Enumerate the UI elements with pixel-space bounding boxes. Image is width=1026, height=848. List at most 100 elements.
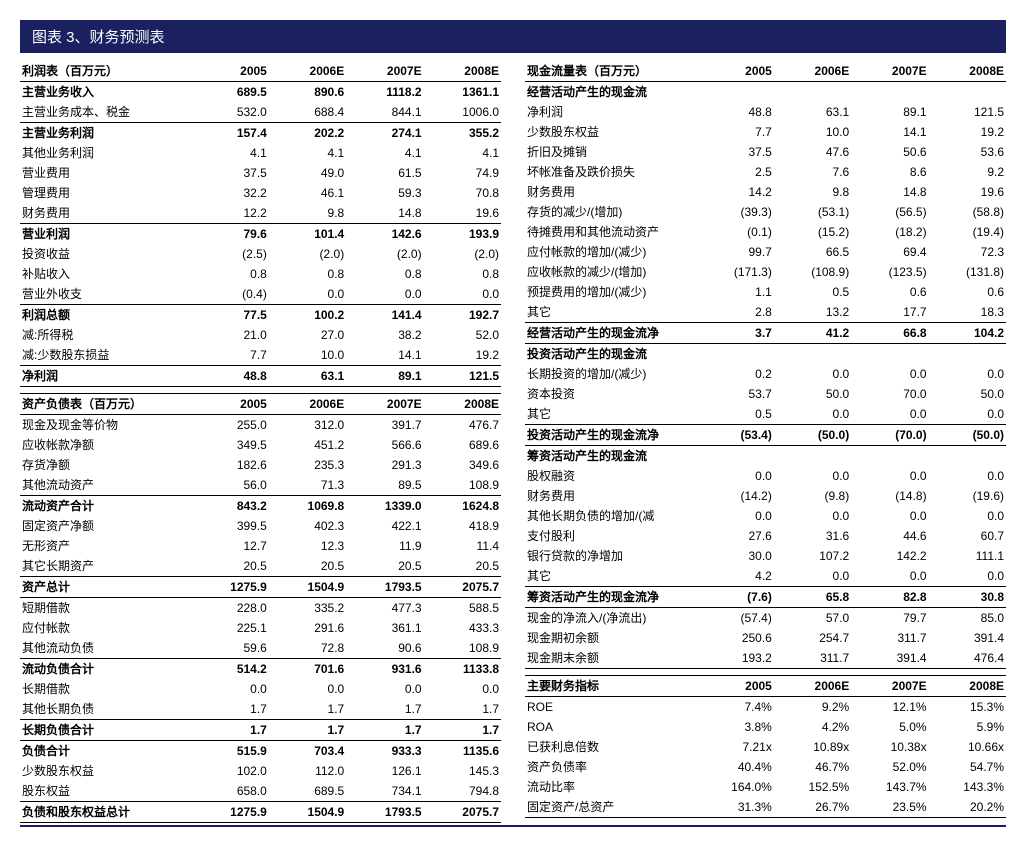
value-cell: 104.2 bbox=[929, 323, 1006, 344]
table-row: 现金期末余额193.2311.7391.4476.4 bbox=[525, 648, 1006, 669]
row-label: 固定资产/总资产 bbox=[525, 797, 696, 818]
table-row: ROA3.8%4.2%5.0%5.9% bbox=[525, 717, 1006, 737]
value-cell: 3.7 bbox=[696, 323, 773, 344]
value-cell: 399.5 bbox=[191, 516, 268, 536]
value-cell: 349.5 bbox=[191, 435, 268, 455]
row-label: 长期负债合计 bbox=[20, 720, 191, 741]
row-label: 应付帐款的增加/(减少) bbox=[525, 242, 696, 262]
row-label: 其他业务利润 bbox=[20, 143, 191, 163]
value-cell: 7.7 bbox=[696, 122, 773, 142]
table-row: 其他长期负债1.71.71.71.7 bbox=[20, 699, 501, 720]
value-cell: 476.4 bbox=[929, 648, 1006, 669]
year-header: 2006E bbox=[774, 61, 851, 82]
value-cell: 931.6 bbox=[346, 659, 423, 680]
value-cell bbox=[851, 344, 928, 365]
value-cell: 588.5 bbox=[424, 598, 501, 619]
value-cell bbox=[696, 446, 773, 467]
year-header: 2005 bbox=[696, 676, 773, 697]
row-label: 少数股东权益 bbox=[20, 761, 191, 781]
value-cell: 2.8 bbox=[696, 302, 773, 323]
row-label: 其他长期负债 bbox=[20, 699, 191, 720]
value-cell: 14.1 bbox=[346, 345, 423, 366]
value-cell: 41.2 bbox=[774, 323, 851, 344]
row-label: 主营业务收入 bbox=[20, 82, 191, 103]
value-cell: 355.2 bbox=[424, 123, 501, 144]
year-header: 2006E bbox=[269, 61, 346, 82]
row-label: 营业利润 bbox=[20, 224, 191, 245]
row-label: 应收帐款的减少/(增加) bbox=[525, 262, 696, 282]
row-label: 投资活动产生的现金流 bbox=[525, 344, 696, 365]
table-row: 净利润48.863.189.1121.5 bbox=[525, 102, 1006, 122]
value-cell bbox=[774, 344, 851, 365]
value-cell: 418.9 bbox=[424, 516, 501, 536]
value-cell: 255.0 bbox=[191, 415, 268, 436]
table-header-label: 主要财务指标 bbox=[525, 676, 696, 697]
value-cell: 79.6 bbox=[191, 224, 268, 245]
row-label: 补贴收入 bbox=[20, 264, 191, 284]
value-cell: 108.9 bbox=[424, 638, 501, 659]
value-cell: 11.9 bbox=[346, 536, 423, 556]
table-row: 固定资产净额399.5402.3422.1418.9 bbox=[20, 516, 501, 536]
value-cell: 18.3 bbox=[929, 302, 1006, 323]
table-row: 主营业务成本、税金532.0688.4844.11006.0 bbox=[20, 102, 501, 123]
year-header: 2006E bbox=[269, 394, 346, 415]
value-cell: 451.2 bbox=[269, 435, 346, 455]
value-cell: 27.6 bbox=[696, 526, 773, 546]
value-cell: 0.0 bbox=[851, 566, 928, 587]
row-label: 银行贷款的净增加 bbox=[525, 546, 696, 566]
year-header: 2008E bbox=[929, 61, 1006, 82]
value-cell: (131.8) bbox=[929, 262, 1006, 282]
value-cell: (57.4) bbox=[696, 608, 773, 629]
table-row: 其他流动负债59.672.890.6108.9 bbox=[20, 638, 501, 659]
value-cell: 7.6 bbox=[774, 162, 851, 182]
value-cell: 349.6 bbox=[424, 455, 501, 475]
value-cell: 90.6 bbox=[346, 638, 423, 659]
value-cell: 89.1 bbox=[346, 366, 423, 387]
value-cell: 1133.8 bbox=[424, 659, 501, 680]
table-row: 股东权益658.0689.5734.1794.8 bbox=[20, 781, 501, 802]
table-row: 长期借款0.00.00.00.0 bbox=[20, 679, 501, 699]
value-cell: 9.8 bbox=[269, 203, 346, 224]
value-cell: 26.7% bbox=[774, 797, 851, 818]
value-cell: 145.3 bbox=[424, 761, 501, 781]
value-cell: 63.1 bbox=[269, 366, 346, 387]
exhibit-title: 图表 3、财务预测表 bbox=[20, 20, 1006, 53]
value-cell: 1275.9 bbox=[191, 802, 268, 823]
value-cell: 0.0 bbox=[424, 679, 501, 699]
value-cell: 53.7 bbox=[696, 384, 773, 404]
value-cell: 0.0 bbox=[774, 364, 851, 384]
value-cell: 192.7 bbox=[424, 305, 501, 326]
value-cell: 532.0 bbox=[191, 102, 268, 123]
row-label: 其它 bbox=[525, 404, 696, 425]
row-label: 减:所得税 bbox=[20, 325, 191, 345]
value-cell: 0.5 bbox=[696, 404, 773, 425]
row-label: 长期借款 bbox=[20, 679, 191, 699]
value-cell: 0.0 bbox=[696, 506, 773, 526]
row-label: 现金的净流入/(净流出) bbox=[525, 608, 696, 629]
value-cell: 46.1 bbox=[269, 183, 346, 203]
year-header: 2008E bbox=[424, 394, 501, 415]
value-cell: (19.4) bbox=[929, 222, 1006, 242]
value-cell: 23.5% bbox=[851, 797, 928, 818]
value-cell: 0.0 bbox=[929, 364, 1006, 384]
value-cell: 1624.8 bbox=[424, 496, 501, 517]
value-cell: 933.3 bbox=[346, 741, 423, 762]
value-cell: 1275.9 bbox=[191, 577, 268, 598]
table-row: 财务费用(14.2)(9.8)(14.8)(19.6) bbox=[525, 486, 1006, 506]
value-cell: 291.6 bbox=[269, 618, 346, 638]
value-cell: 0.0 bbox=[191, 679, 268, 699]
value-cell: 1.7 bbox=[346, 720, 423, 741]
value-cell: 10.66x bbox=[929, 737, 1006, 757]
table-row: 流动负债合计514.2701.6931.61133.8 bbox=[20, 659, 501, 680]
row-label: 财务费用 bbox=[525, 182, 696, 202]
table-row: 投资活动产生的现金流净(53.4)(50.0)(70.0)(50.0) bbox=[525, 425, 1006, 446]
row-label: 减:少数股东损益 bbox=[20, 345, 191, 366]
row-label: 流动负债合计 bbox=[20, 659, 191, 680]
table-row: 资产总计1275.91504.91793.52075.7 bbox=[20, 577, 501, 598]
value-cell: 8.6 bbox=[851, 162, 928, 182]
value-cell: 11.4 bbox=[424, 536, 501, 556]
table-row: 长期投资的增加/(减少)0.20.00.00.0 bbox=[525, 364, 1006, 384]
value-cell bbox=[929, 344, 1006, 365]
value-cell: 794.8 bbox=[424, 781, 501, 802]
value-cell: 182.6 bbox=[191, 455, 268, 475]
